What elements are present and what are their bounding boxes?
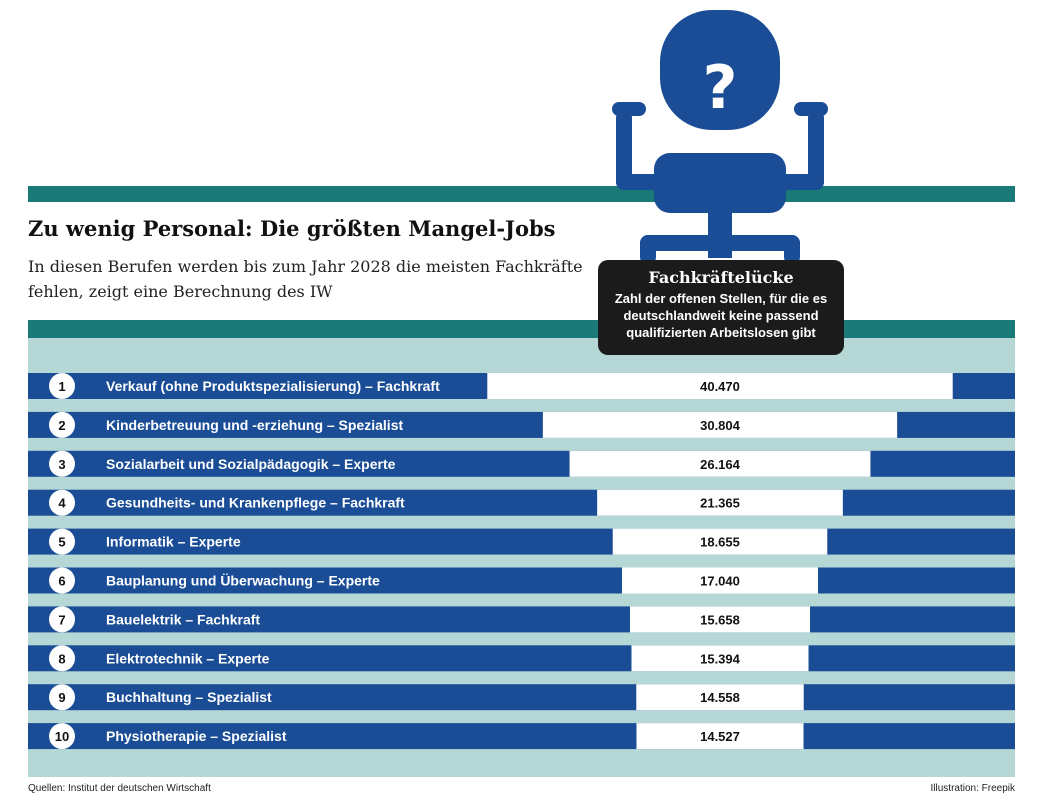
office-chair-question-icon: ? bbox=[612, 10, 828, 260]
category-label: Bauplanung und Überwachung – Experte bbox=[106, 573, 380, 589]
rank-circle bbox=[49, 684, 75, 711]
rank-number: 9 bbox=[58, 690, 65, 705]
bar-row bbox=[28, 645, 1015, 672]
bar-row bbox=[28, 723, 1015, 750]
rank-circle bbox=[49, 450, 75, 477]
bar-value-segment bbox=[636, 684, 804, 711]
bar-value-segment bbox=[487, 373, 953, 399]
rank-number: 10 bbox=[55, 729, 69, 744]
category-label: Kinderbetreuung und -erziehung – Spezial… bbox=[106, 417, 403, 433]
rank-number: 4 bbox=[58, 496, 66, 511]
bar-row bbox=[28, 684, 1015, 711]
category-label: Verkauf (ohne Produktspezialisierung) – … bbox=[106, 378, 440, 394]
bar-value-segment bbox=[597, 489, 843, 516]
chart-title: Zu wenig Personal: Die größten Mangel-Jo… bbox=[28, 216, 556, 241]
bar-row bbox=[28, 606, 1015, 633]
rank-circle bbox=[49, 567, 75, 594]
category-label: Buchhaltung – Spezialist bbox=[106, 689, 272, 705]
rank-circle bbox=[49, 606, 75, 633]
rank-circle bbox=[49, 528, 75, 555]
top-accent-stripe bbox=[28, 186, 1015, 202]
bar-value-segment bbox=[542, 411, 898, 438]
rank-number: 3 bbox=[58, 457, 65, 472]
bar-value-segment bbox=[612, 528, 828, 555]
value-label: 18.655 bbox=[700, 535, 740, 550]
rank-circle bbox=[49, 645, 75, 672]
chart-header-stripe bbox=[28, 320, 1015, 338]
category-label: Elektrotechnik – Experte bbox=[106, 650, 270, 666]
illustration-credit: Illustration: Freepik bbox=[930, 783, 1015, 794]
rank-number: 5 bbox=[58, 535, 65, 550]
rank-number: 2 bbox=[58, 418, 65, 433]
category-label: Bauelektrik – Fachkraft bbox=[106, 611, 260, 627]
chart-subtitle: In diesen Berufen werden bis zum Jahr 20… bbox=[28, 257, 583, 301]
rank-number: 7 bbox=[58, 612, 65, 627]
bar-chart: 1 Verkauf (ohne Produktspezialisierung) –… bbox=[28, 373, 1015, 750]
value-label: 14.558 bbox=[700, 690, 740, 705]
value-label: 14.527 bbox=[700, 729, 740, 744]
bar-value-segment bbox=[636, 723, 804, 750]
value-label: 26.164 bbox=[700, 457, 741, 472]
value-legend-badge: Fachkräftelücke Zahl der offenen Stellen… bbox=[598, 260, 844, 355]
value-label: 15.658 bbox=[700, 612, 740, 627]
category-label: Physiotherapie – Spezialist bbox=[106, 728, 287, 744]
rank-number: 8 bbox=[58, 651, 65, 666]
rank-number: 6 bbox=[58, 574, 65, 589]
bar-value-segment bbox=[631, 645, 809, 672]
value-label: 30.804 bbox=[700, 418, 741, 433]
question-mark-glyph: ? bbox=[703, 53, 738, 123]
category-label: Gesundheits- und Krankenpflege – Fachkra… bbox=[106, 495, 405, 511]
rank-circle bbox=[49, 411, 75, 438]
rank-circle bbox=[49, 723, 75, 750]
bar-value-segment bbox=[569, 450, 871, 477]
source-note: Quellen: Institut der deutschen Wirtscha… bbox=[28, 783, 211, 794]
rank-circle bbox=[49, 489, 75, 516]
value-label: 15.394 bbox=[700, 651, 741, 666]
category-label: Sozialarbeit und Sozialpädagogik – Exper… bbox=[106, 456, 396, 472]
bar-row bbox=[28, 528, 1015, 555]
bar-value-segment bbox=[629, 606, 811, 633]
bar-value-segment bbox=[622, 567, 818, 594]
value-label: 21.365 bbox=[700, 496, 740, 511]
legend-description: Zahl der offenen Stellen, für die es deu… bbox=[614, 291, 828, 340]
category-label: Informatik – Experte bbox=[106, 534, 241, 550]
bar-row bbox=[28, 567, 1015, 594]
rank-number: 1 bbox=[58, 379, 65, 394]
rank-circle bbox=[49, 373, 75, 399]
legend-title: Fachkräftelücke bbox=[648, 268, 794, 287]
value-label: 40.470 bbox=[700, 379, 740, 394]
value-label: 17.040 bbox=[700, 574, 740, 589]
bar-row bbox=[28, 489, 1015, 516]
